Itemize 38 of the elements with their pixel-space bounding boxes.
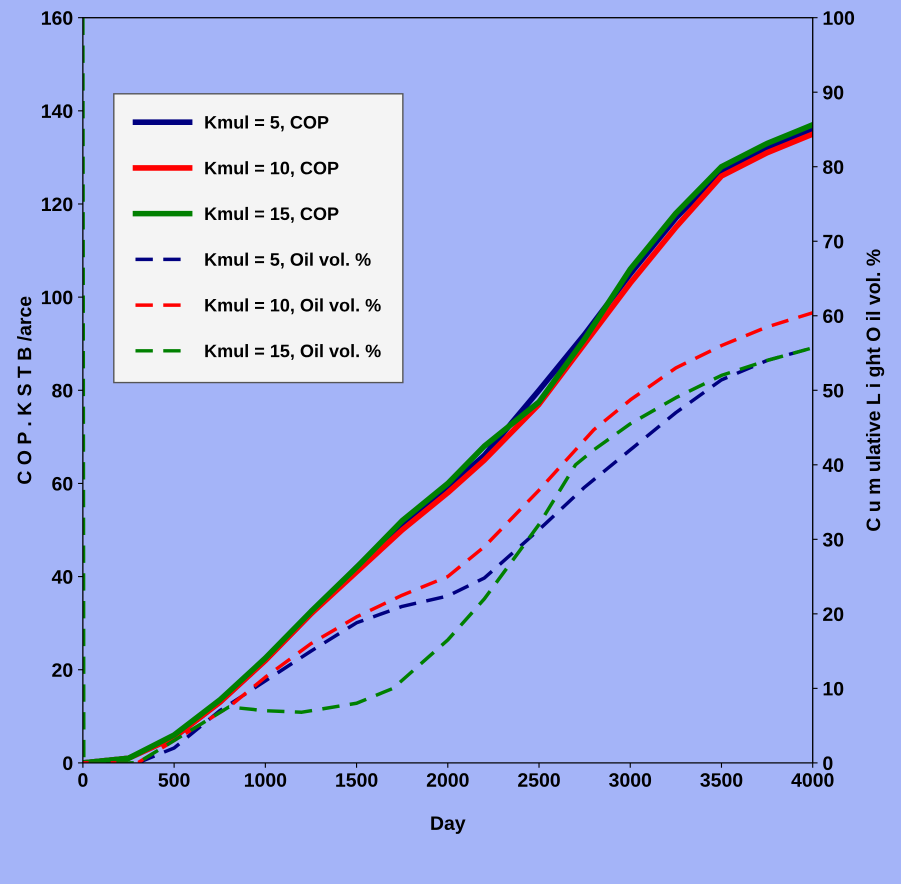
x-tick-label: 0 bbox=[78, 773, 88, 787]
x-tick-label: 2000 bbox=[426, 773, 469, 787]
y-tick-label: 60 bbox=[52, 476, 72, 491]
y2-tick-label: 60 bbox=[823, 309, 844, 323]
y-tick-label: 100 bbox=[42, 290, 72, 304]
x-tick-label: 4000 bbox=[791, 773, 834, 787]
y-tick-label: 140 bbox=[42, 104, 72, 118]
legend-label: Kmul = 15, COP bbox=[205, 206, 338, 223]
y-axis-title: C O P . K S T B /arce bbox=[17, 296, 32, 484]
y-tick-label: 40 bbox=[52, 570, 72, 584]
x-tick-label: 2500 bbox=[518, 773, 560, 787]
y-tick-label: 160 bbox=[42, 11, 72, 25]
legend-label: Kmul = 10, Oil vol. % bbox=[205, 298, 381, 314]
y2-tick-label: 20 bbox=[823, 607, 844, 622]
x-axis-title: Day bbox=[431, 816, 466, 834]
y2-tick-label: 40 bbox=[822, 458, 844, 472]
y2-tick-label: 10 bbox=[824, 682, 844, 696]
y2-tick-label: 30 bbox=[822, 532, 844, 547]
y-tick-label: 80 bbox=[52, 384, 72, 398]
legend-label: Kmul = 5, Oil vol. % bbox=[205, 252, 371, 268]
y2-tick-label: 80 bbox=[823, 160, 844, 174]
y2-tick-label: 70 bbox=[823, 234, 844, 248]
y2-axis-title: C u m ulative L i ght O il vol. % bbox=[866, 249, 884, 531]
y2-tick-label: 90 bbox=[823, 86, 844, 100]
x-tick-label: 3500 bbox=[700, 773, 742, 787]
y2-tick-label: 50 bbox=[823, 384, 844, 398]
x-tick-label: 1500 bbox=[336, 773, 378, 787]
y2-tick-label: 0 bbox=[823, 756, 832, 770]
y-tick-label: 0 bbox=[63, 756, 72, 770]
x-tick-label: 1000 bbox=[244, 773, 286, 787]
x-tick-label: 3000 bbox=[609, 773, 652, 787]
x-tick-label: 500 bbox=[158, 773, 190, 787]
legend-label: Kmul = 10, COP bbox=[205, 161, 338, 178]
legend-label: Kmul = 5, COP bbox=[205, 115, 328, 132]
y-tick-label: 20 bbox=[52, 663, 72, 677]
legend-label: Kmul = 15, Oil vol. % bbox=[205, 344, 381, 360]
y2-tick-label: 100 bbox=[824, 11, 854, 25]
y-tick-label: 120 bbox=[42, 197, 72, 212]
